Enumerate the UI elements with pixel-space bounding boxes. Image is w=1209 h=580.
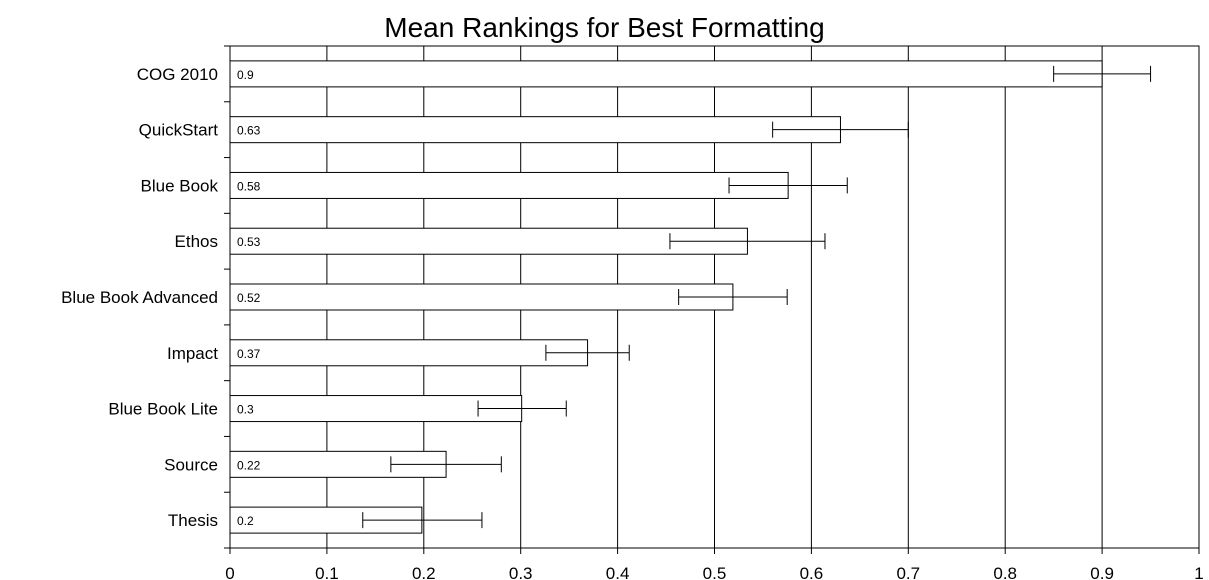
bar: [229, 116, 841, 144]
x-tick-label: 0.3: [509, 564, 533, 580]
data-label: 0.3: [237, 403, 254, 417]
data-label: 0.37: [237, 347, 261, 361]
x-tick-label: 0.6: [800, 564, 824, 580]
data-label: 0.22: [237, 458, 261, 472]
x-tick-label: 0.5: [703, 564, 727, 580]
y-category-label: QuickStart: [139, 121, 219, 140]
x-tick-label: 0: [225, 564, 234, 580]
y-category-label: Blue Book: [141, 176, 219, 195]
x-tick-label: 0.1: [315, 564, 339, 580]
data-label: 0.63: [237, 124, 261, 138]
x-tick-label: 1: [1194, 564, 1203, 580]
bar: [229, 227, 748, 255]
x-tick-label: 0.7: [896, 564, 920, 580]
y-category-label: Blue Book Lite: [108, 400, 218, 419]
bar: [229, 171, 789, 199]
y-category-label: Thesis: [168, 511, 218, 530]
bar: [229, 339, 589, 367]
bar: [229, 283, 734, 311]
y-category-label: Ethos: [175, 232, 218, 251]
chart-title: Mean Rankings for Best Formatting: [384, 12, 825, 43]
data-label: 0.52: [237, 291, 261, 305]
x-tick-label: 0.9: [1090, 564, 1114, 580]
x-tick-label: 0.4: [606, 564, 630, 580]
y-category-label: Blue Book Advanced: [61, 288, 218, 307]
y-category-label: Source: [164, 455, 218, 474]
y-category-label: Impact: [167, 344, 218, 363]
data-label: 0.58: [237, 179, 261, 193]
x-tick-label: 0.8: [993, 564, 1017, 580]
bar: [229, 60, 1103, 88]
data-label: 0.2: [237, 514, 254, 528]
y-category-label: COG 2010: [137, 65, 218, 84]
data-label: 0.53: [237, 235, 261, 249]
data-label: 0.9: [237, 68, 254, 82]
x-tick-label: 0.2: [412, 564, 436, 580]
